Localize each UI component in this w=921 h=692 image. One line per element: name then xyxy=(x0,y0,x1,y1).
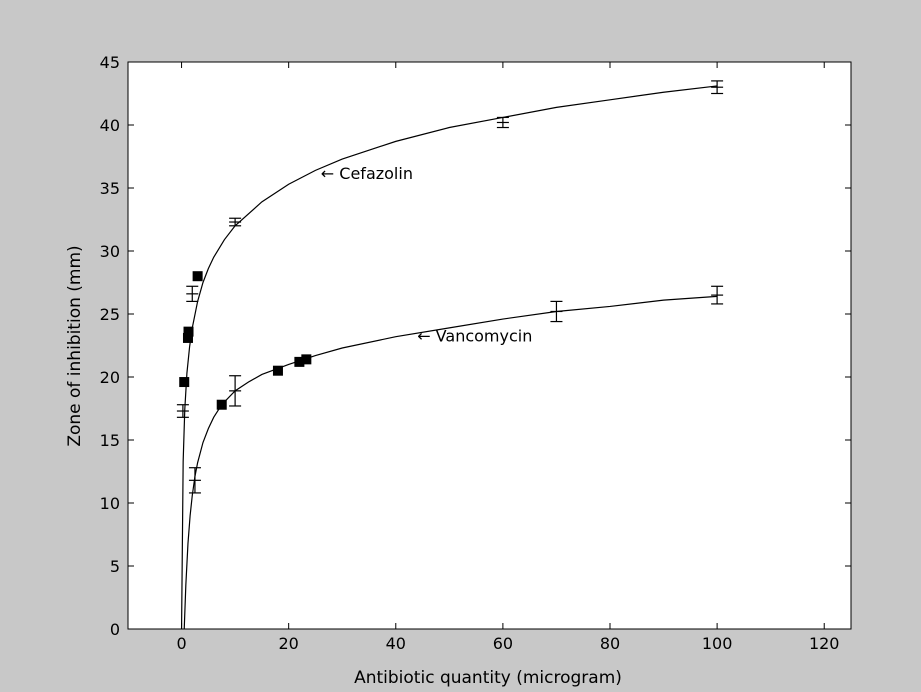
vancomycin-marker xyxy=(301,354,312,365)
error-bars xyxy=(176,80,724,494)
x-tick-label: 100 xyxy=(702,634,733,653)
measured-markers xyxy=(179,271,312,410)
x-tick-label: 80 xyxy=(600,634,620,653)
cefazolin-annotation: ← Cefazolin xyxy=(321,164,413,183)
y-tick-label: 0 xyxy=(110,620,120,639)
x-tick-label: 20 xyxy=(278,634,298,653)
x-axis-label: Antibiotic quantity (microgram) xyxy=(354,668,622,688)
x-tick-label: 120 xyxy=(809,634,840,653)
y-tick-label: 10 xyxy=(100,494,120,513)
cefazolin-marker xyxy=(183,326,194,337)
y-axis-ticks: 0 5 10 15 20 25 30 35 40 45 xyxy=(100,53,851,639)
vancomycin-fit-curve xyxy=(183,295,718,630)
series-annotations: ← Cefazolin ← Vancomycin xyxy=(321,164,533,346)
vancomycin-marker xyxy=(294,356,305,367)
y-tick-label: 35 xyxy=(100,179,120,198)
y-axis-label: Zone of inhibition (mm) xyxy=(65,245,85,446)
y-tick-label: 45 xyxy=(100,53,120,72)
y-tick-label: 5 xyxy=(110,557,120,576)
x-tick-label: 40 xyxy=(386,634,406,653)
vancomycin-annotation: ← Vancomycin xyxy=(417,327,532,346)
cefazolin-marker xyxy=(182,332,193,343)
y-tick-label: 30 xyxy=(100,242,120,261)
vancomycin-marker xyxy=(272,365,283,376)
y-tick-label: 15 xyxy=(100,431,120,450)
y-tick-label: 40 xyxy=(100,116,120,135)
y-tick-label: 20 xyxy=(100,368,120,387)
cefazolin-marker xyxy=(192,271,203,282)
x-axis-ticks: 0 20 40 60 80 100 120 xyxy=(176,62,839,653)
vancomycin-marker xyxy=(216,399,227,410)
x-tick-label: 0 xyxy=(176,634,186,653)
plot-area xyxy=(127,61,852,630)
x-tick-label: 60 xyxy=(493,634,513,653)
y-tick-label: 25 xyxy=(100,305,120,324)
cefazolin-marker xyxy=(179,377,190,388)
